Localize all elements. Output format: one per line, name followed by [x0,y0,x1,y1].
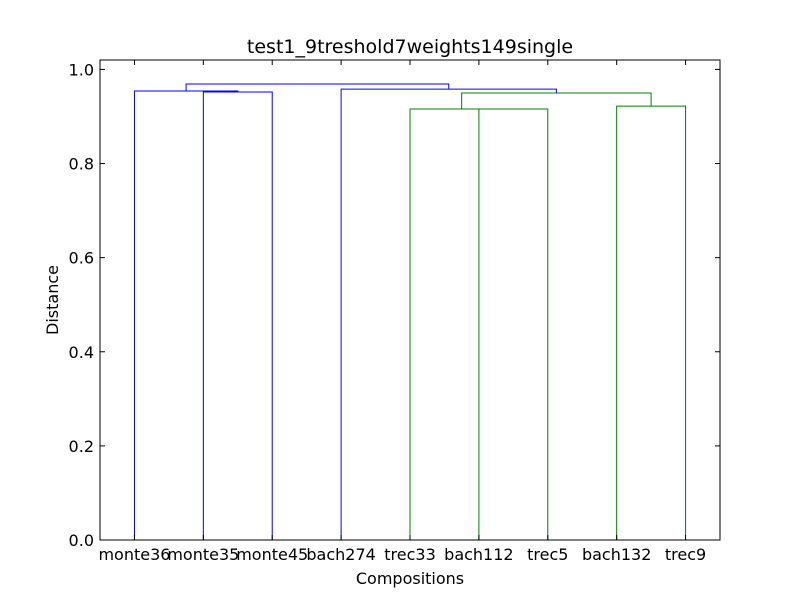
leaf-label-trec33: trec33 [384,545,436,564]
leaf-label-trec9: trec9 [665,545,706,564]
chart-title: test1_9treshold7weights149single [247,36,573,58]
x-axis-label: Compositions [356,569,464,588]
leaf-label-monte35: monte35 [167,545,239,564]
dendrogram-links [133,83,687,540]
dendrogram-link-1 [133,90,239,540]
y-tick-label: 1.0 [69,60,94,79]
leaf-label-monte36: monte36 [98,545,170,564]
y-axis-ticks: 0.0 0.2 0.4 0.6 0.8 1.0 [69,60,720,550]
y-tick-label: 0.0 [69,531,94,550]
y-tick-label: 0.4 [69,343,94,362]
leaf-label-bach132: bach132 [582,545,651,564]
dendrogram-link-3 [409,108,514,540]
y-axis-label: Distance [43,265,62,335]
y-tick-label: 0.6 [69,249,94,268]
leaf-label-bach112: bach112 [444,545,513,564]
dendrogram-link-0 [202,91,273,540]
dendrogram-link-7 [185,83,450,92]
dendrogram-link-6 [340,88,557,540]
leaf-label-bach274: bach274 [306,545,375,564]
y-tick-label: 0.8 [69,155,94,174]
y-tick-label: 0.2 [69,437,94,456]
leaf-label-monte45: monte45 [236,545,308,564]
leaf-label-trec5: trec5 [527,545,568,564]
dendrogram-link-4 [616,105,687,540]
dendrogram-link-2 [478,108,549,540]
